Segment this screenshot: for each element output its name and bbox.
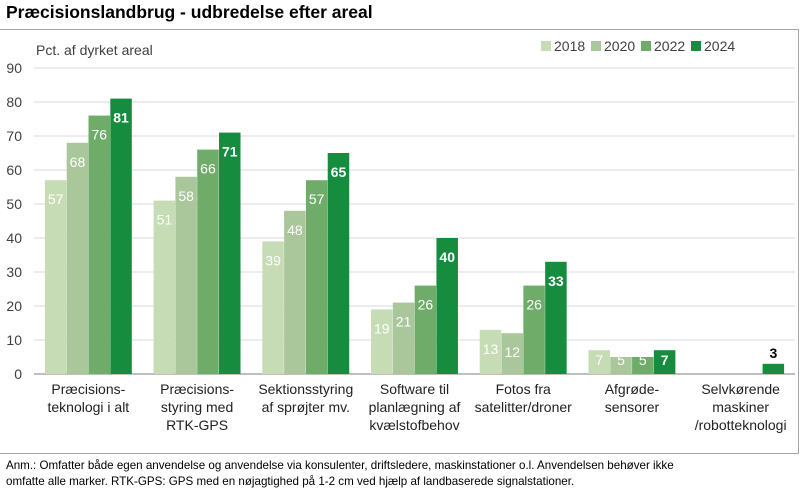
data-label: 3 bbox=[769, 345, 777, 361]
data-label: 57 bbox=[48, 191, 64, 207]
data-label: 26 bbox=[418, 297, 434, 313]
legend-label: 2024 bbox=[704, 38, 735, 54]
legend-label: 2018 bbox=[554, 38, 585, 54]
x-tick-label: Software til bbox=[380, 381, 449, 397]
x-tick-label: sensorer bbox=[605, 399, 660, 415]
x-tick-label: Selvkørende bbox=[701, 381, 780, 397]
legend-swatch-2018 bbox=[541, 41, 551, 51]
data-label: 5 bbox=[639, 352, 647, 368]
y-tick-label: 10 bbox=[6, 332, 22, 348]
data-label: 7 bbox=[661, 352, 669, 368]
chart-frame bbox=[0, 29, 799, 454]
y-tick-label: 0 bbox=[14, 366, 22, 382]
bar-2018 bbox=[588, 350, 610, 374]
bar-2022 bbox=[523, 285, 545, 374]
bar-2018 bbox=[262, 241, 284, 374]
legend-label: 2022 bbox=[654, 38, 685, 54]
data-label: 13 bbox=[483, 341, 499, 357]
bar-2020 bbox=[66, 142, 89, 374]
bar-2024 bbox=[219, 132, 241, 374]
data-label: 7 bbox=[595, 352, 603, 368]
bar-2020 bbox=[610, 357, 632, 374]
data-label: 21 bbox=[396, 314, 412, 330]
bar-2024 bbox=[653, 350, 676, 374]
bar-2020 bbox=[175, 176, 197, 374]
y-tick-label: 80 bbox=[6, 94, 22, 110]
data-label: 65 bbox=[331, 164, 347, 180]
x-tick-label: Afgrøde- bbox=[605, 381, 660, 397]
x-tick-label: af sprøjter mv. bbox=[262, 399, 350, 415]
bar-chart: Pct. af dyrket areal 0 10 20 30 40 50 60 70 80 90… bbox=[6, 38, 795, 433]
bar-2018 bbox=[153, 200, 176, 374]
data-label: 33 bbox=[548, 273, 564, 289]
legend-swatch-2024 bbox=[691, 41, 701, 51]
data-label: 66 bbox=[200, 161, 216, 177]
bar-2018 bbox=[44, 180, 67, 374]
footnote-line: omfatte alle marker. RTK-GPS: GPS med en… bbox=[6, 475, 575, 488]
x-tick-label: RTK-GPS bbox=[166, 417, 228, 433]
bar-2020 bbox=[501, 333, 524, 374]
bar-2022 bbox=[88, 115, 111, 374]
x-tick-label: satelitter/droner bbox=[475, 399, 573, 415]
x-tick-label: maskiner bbox=[712, 399, 769, 415]
y-tick-label: 90 bbox=[6, 60, 22, 76]
bar-2020 bbox=[284, 210, 306, 374]
x-tick-label: kvælstofbehov bbox=[369, 417, 459, 433]
bar-2018 bbox=[479, 329, 502, 374]
bar-2024 bbox=[110, 98, 132, 374]
x-tick-label: Præcisions- bbox=[51, 381, 125, 397]
data-label: 81 bbox=[113, 110, 129, 126]
footnote-line: Anm.: Omfatter både egen anvendelse og a… bbox=[6, 459, 674, 472]
bar-2022 bbox=[305, 180, 328, 374]
data-label: 40 bbox=[439, 249, 455, 265]
footnote: Anm.: Omfatter både egen anvendelse og a… bbox=[6, 458, 796, 490]
y-tick-label: 50 bbox=[6, 196, 22, 212]
chart-title: Præcisionslandbrug - udbredelse efter ar… bbox=[6, 2, 373, 22]
bar-2024 bbox=[762, 363, 785, 374]
data-label: 26 bbox=[526, 297, 542, 313]
legend-swatch-2022 bbox=[641, 41, 651, 51]
x-tick-label: teknologi i alt bbox=[47, 399, 129, 415]
legend-swatch-2020 bbox=[591, 41, 601, 51]
y-tick-label: 40 bbox=[6, 230, 22, 246]
bar-2024 bbox=[436, 238, 458, 374]
y-axis-label: Pct. af dyrket areal bbox=[36, 42, 153, 58]
data-label: 58 bbox=[178, 188, 194, 204]
x-tick-label: styring med bbox=[161, 399, 233, 415]
data-label: 71 bbox=[222, 144, 238, 160]
bar-2024 bbox=[545, 261, 567, 374]
bar-2020 bbox=[392, 302, 415, 374]
bar-2022 bbox=[197, 149, 219, 374]
data-label: 48 bbox=[287, 222, 303, 238]
y-tick-label: 70 bbox=[6, 128, 22, 144]
data-label: 68 bbox=[70, 154, 86, 170]
data-label: 12 bbox=[505, 344, 521, 360]
data-label: .. bbox=[704, 345, 712, 361]
x-tick-label: Præcisions- bbox=[160, 381, 234, 397]
data-label: 57 bbox=[309, 191, 325, 207]
y-tick-label: 60 bbox=[6, 162, 22, 178]
data-label: 76 bbox=[91, 127, 107, 143]
data-label: .. bbox=[726, 345, 734, 361]
bar-2022 bbox=[414, 285, 437, 374]
x-tick-label: Fotos fra bbox=[496, 381, 551, 397]
data-label: 39 bbox=[265, 252, 281, 268]
y-tick-label: 20 bbox=[6, 298, 22, 314]
x-tick-label: /robotteknologi bbox=[695, 417, 787, 433]
bar-2018 bbox=[371, 309, 393, 374]
data-label: 5 bbox=[617, 352, 625, 368]
legend-label: 2020 bbox=[604, 38, 635, 54]
x-tick-label: Sektionsstyring bbox=[258, 381, 353, 397]
x-tick-label: planlægning af bbox=[369, 399, 461, 415]
data-label: 51 bbox=[157, 212, 173, 228]
bar-2024 bbox=[327, 153, 350, 374]
y-tick-label: 30 bbox=[6, 264, 22, 280]
data-label: 19 bbox=[374, 320, 390, 336]
bar-2022 bbox=[632, 357, 654, 374]
